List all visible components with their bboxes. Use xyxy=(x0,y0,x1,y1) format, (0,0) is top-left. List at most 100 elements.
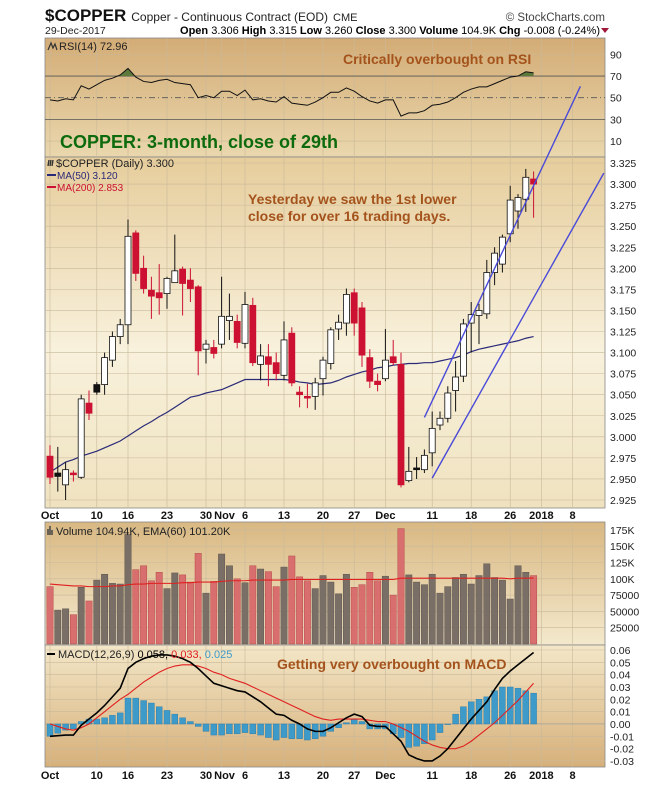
volume-bar xyxy=(69,614,77,645)
volume-bar xyxy=(233,578,241,645)
rsi-indicator-icon xyxy=(47,41,58,51)
price-tick-label: 3.125 xyxy=(610,327,636,339)
volume-ema60-line xyxy=(49,577,534,588)
volume-tick-label: 25000 xyxy=(610,623,639,635)
volume-bar xyxy=(163,588,171,645)
candle xyxy=(397,352,405,488)
candle xyxy=(132,230,140,281)
rsi-legend: RSI(14) 72.96 xyxy=(47,41,127,53)
macd-histogram-bar xyxy=(436,723,444,733)
candle-body xyxy=(311,382,319,397)
candle xyxy=(54,446,62,492)
volume-bar xyxy=(77,587,85,645)
volume-bar xyxy=(124,534,132,645)
macd-histogram-bar xyxy=(148,702,155,725)
macd-histogram-bar xyxy=(429,723,436,741)
macd-histogram-bar xyxy=(155,706,163,725)
candle-body xyxy=(163,278,171,294)
volume-bar xyxy=(280,566,288,645)
candle xyxy=(109,331,116,367)
volume-bar xyxy=(132,569,140,645)
candle-body xyxy=(132,232,140,274)
price-tick-label: 3.225 xyxy=(610,242,636,254)
volume-bar xyxy=(171,572,179,645)
candle-body xyxy=(483,272,491,315)
volume-bar xyxy=(397,528,405,645)
macd-histogram-bar xyxy=(304,723,311,741)
quote-date: 29-Dec-2017 xyxy=(45,25,106,37)
volume-bar xyxy=(405,574,413,645)
price-legend-text: $COPPER (Daily) 3.300 xyxy=(56,158,174,170)
rsi-tick-label: 70 xyxy=(610,71,622,83)
price-tick-label: 3.175 xyxy=(610,284,636,296)
candle xyxy=(342,288,350,336)
axes: OctOct1010161623233030NovNov661313202027… xyxy=(41,49,640,782)
macd-histogram-bar xyxy=(241,723,249,733)
volume-bar xyxy=(257,568,265,645)
candle xyxy=(257,344,265,381)
candle-body xyxy=(85,402,93,414)
candle-body xyxy=(374,380,382,385)
volume-bar xyxy=(241,582,249,645)
volume-bar xyxy=(46,586,54,645)
volume-bar xyxy=(194,553,202,645)
volume-bar xyxy=(218,553,226,645)
volume-legend: Volume 104.94K, EMA(60) 101.20K xyxy=(47,526,231,538)
macd-histogram-bar xyxy=(499,686,506,725)
volume-bar xyxy=(366,572,374,645)
x-tick-label-price: 23 xyxy=(161,510,173,522)
macd-series xyxy=(46,651,537,762)
candle-body xyxy=(296,391,304,396)
stockcharts-brand[interactable]: © StockCharts.com xyxy=(506,12,605,24)
x-tick-label-macd: 18 xyxy=(465,770,477,782)
macd-histogram-bar xyxy=(265,723,272,738)
x-tick-label-price: 8 xyxy=(570,510,576,522)
macd-histogram-bar xyxy=(249,723,257,735)
x-tick-label-macd: 26 xyxy=(504,770,516,782)
macd-histogram-bar xyxy=(187,721,194,725)
macd-tick-label: -0.03 xyxy=(610,756,634,768)
volume-bar xyxy=(62,608,70,645)
volume-bar xyxy=(249,565,257,645)
macd-histogram-bar xyxy=(70,723,77,730)
candle xyxy=(413,457,421,479)
candle-body xyxy=(147,289,155,297)
candle-body xyxy=(54,472,62,477)
volume-bar xyxy=(342,573,350,645)
price-tick-label: 3.100 xyxy=(610,348,636,360)
rsi-tick-label: 30 xyxy=(610,114,622,126)
macd-histogram-bar xyxy=(226,723,233,735)
candle-body xyxy=(358,307,366,356)
candle-body xyxy=(241,304,249,344)
volume-bar xyxy=(436,592,444,645)
volume-bar xyxy=(530,575,538,645)
candle-body xyxy=(366,357,374,382)
candle-body xyxy=(194,286,202,352)
candle-body xyxy=(109,336,116,361)
x-tick-label-price: 18 xyxy=(465,510,477,522)
candle-body xyxy=(70,472,77,476)
chart-header: $COPPER Copper - Continuous Contract (EOD… xyxy=(45,6,609,37)
volume-bar xyxy=(116,583,124,645)
candle xyxy=(210,339,218,359)
macd-histogram-bar xyxy=(483,696,490,725)
volume-bar xyxy=(467,583,475,645)
candle xyxy=(46,445,54,484)
volume-tick-label: 150K xyxy=(610,541,635,553)
volume-bar xyxy=(319,575,327,645)
x-tick-label-macd: Dec xyxy=(375,770,395,782)
macd-histogram-bar xyxy=(351,718,358,725)
candle xyxy=(288,327,296,387)
rsi-legend-text: RSI(14) 72.96 xyxy=(59,41,127,53)
macd-tick-label: 0.03 xyxy=(610,682,631,694)
volume-bar xyxy=(186,581,194,645)
candle xyxy=(85,390,93,420)
volume-bar xyxy=(179,574,187,645)
candle-body xyxy=(140,267,148,289)
macd-histogram-bar xyxy=(257,723,264,736)
rsi-tick-label: 10 xyxy=(610,136,622,148)
macd-histogram-bar xyxy=(62,723,69,731)
candle xyxy=(514,194,522,229)
candle xyxy=(366,349,374,388)
